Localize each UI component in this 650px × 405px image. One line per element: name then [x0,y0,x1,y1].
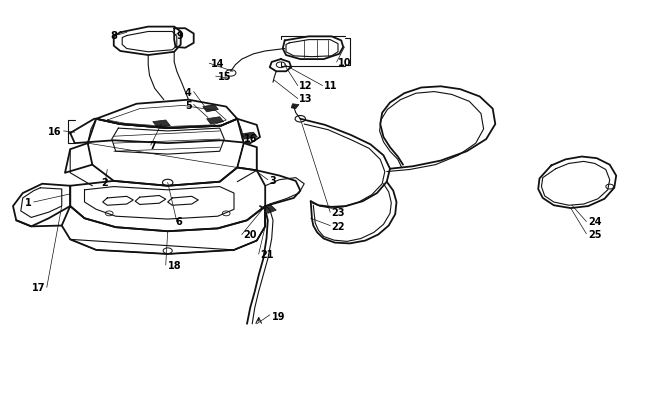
Text: 20: 20 [244,230,257,240]
Text: 25: 25 [588,229,602,239]
Text: 13: 13 [299,94,313,104]
Text: 9: 9 [177,31,183,40]
Text: 16: 16 [244,134,257,143]
Text: 18: 18 [168,260,181,270]
Text: 1: 1 [25,198,31,207]
Text: 14: 14 [211,59,225,69]
Polygon shape [203,105,218,113]
Polygon shape [207,117,224,125]
Text: 23: 23 [332,208,345,217]
Text: 6: 6 [176,217,182,227]
Text: 3: 3 [270,175,276,185]
Text: 8: 8 [110,31,117,40]
Text: 24: 24 [588,217,602,227]
Text: 2: 2 [101,177,107,187]
Text: 19: 19 [272,311,285,321]
Text: 22: 22 [332,221,345,231]
Text: 16: 16 [48,127,62,136]
Text: 5: 5 [185,100,192,110]
Polygon shape [265,205,276,214]
Polygon shape [153,121,170,128]
Text: 10: 10 [338,58,352,68]
Text: 12: 12 [299,81,313,91]
Text: 21: 21 [260,249,274,259]
Text: 15: 15 [218,72,231,82]
Polygon shape [291,104,299,109]
Text: 17: 17 [32,283,46,292]
Text: 7: 7 [150,141,156,151]
Text: 11: 11 [324,81,337,91]
Polygon shape [242,133,257,140]
Text: 4: 4 [185,87,192,97]
